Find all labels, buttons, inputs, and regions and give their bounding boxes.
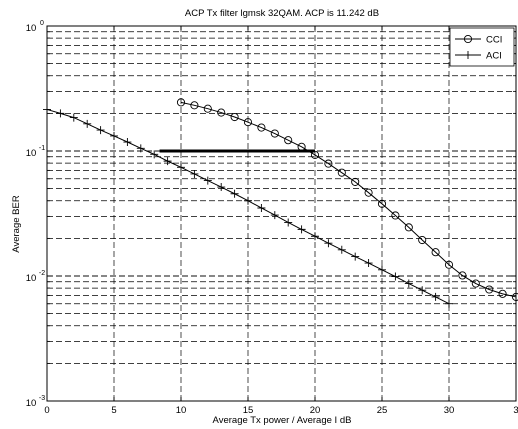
data-point-cci bbox=[243, 118, 253, 127]
data-point-aci bbox=[56, 109, 65, 118]
data-point-aci bbox=[311, 232, 319, 241]
y-tick-label-exponent: 0 bbox=[40, 20, 44, 27]
x-axis-label: Average Tx power / Average I dB bbox=[213, 415, 352, 426]
data-point-aci bbox=[270, 211, 279, 220]
data-point-cci bbox=[431, 248, 440, 257]
x-tick-label: 25 bbox=[377, 405, 388, 416]
data-point-aci bbox=[123, 138, 132, 147]
legend-marker-cci bbox=[463, 34, 473, 44]
y-tick-label-base: 10 bbox=[26, 23, 37, 34]
data-point-cci bbox=[230, 112, 239, 122]
plot-frame bbox=[46, 25, 517, 402]
data-point-aci bbox=[190, 169, 199, 178]
legend: CCI ACI bbox=[449, 27, 515, 67]
legend-box bbox=[449, 27, 515, 67]
data-point-aci bbox=[337, 245, 346, 254]
data-point-aci bbox=[378, 265, 386, 274]
chart-title: ACP Tx filter lgmsk 32QAM. ACP is 11.242… bbox=[185, 8, 379, 19]
data-point-aci bbox=[297, 225, 306, 234]
data-point-cci bbox=[471, 279, 480, 288]
data-point-cci bbox=[418, 235, 427, 245]
data-point-cci bbox=[190, 101, 199, 110]
y-tick-label-base: 10 bbox=[26, 273, 37, 284]
data-point-cci bbox=[458, 271, 467, 280]
data-point-aci bbox=[96, 126, 105, 135]
data-point-aci bbox=[69, 113, 78, 122]
data-point-aci bbox=[217, 183, 226, 192]
data-point-aci bbox=[43, 105, 51, 114]
data-point-cci bbox=[364, 188, 373, 197]
series-layer bbox=[43, 98, 518, 308]
y-tick-label-base: 10 bbox=[26, 398, 37, 409]
data-point-aci bbox=[324, 239, 333, 248]
legend-label-cci: CCI bbox=[486, 35, 502, 46]
grid bbox=[47, 26, 516, 401]
y-tick-label-base: 10 bbox=[26, 148, 37, 159]
data-point-aci bbox=[404, 279, 413, 288]
x-tick-label: 10 bbox=[176, 405, 187, 416]
data-point-cci bbox=[203, 104, 212, 113]
data-point-aci bbox=[364, 259, 373, 268]
data-point-cci bbox=[351, 177, 360, 186]
x-tick-label: 20 bbox=[310, 405, 321, 416]
data-point-cci bbox=[337, 168, 346, 177]
data-point-aci bbox=[284, 218, 293, 227]
x-tick-label: 30 bbox=[444, 405, 455, 416]
data-point-aci bbox=[110, 131, 118, 140]
data-point-cci bbox=[284, 136, 293, 145]
data-point-aci bbox=[391, 272, 400, 281]
y-axis-label: Average BER bbox=[11, 195, 22, 253]
data-point-cci bbox=[404, 223, 413, 232]
legend-marker-aci bbox=[464, 51, 472, 59]
plot-background bbox=[47, 26, 516, 401]
data-point-aci bbox=[445, 299, 453, 308]
data-point-aci bbox=[177, 163, 185, 172]
data-point-aci bbox=[244, 196, 252, 205]
data-point-cci bbox=[217, 108, 226, 117]
x-tick-label: 15 bbox=[243, 405, 254, 416]
data-point-aci bbox=[150, 150, 159, 159]
data-point-aci bbox=[230, 189, 239, 198]
x-tick-label: 5 bbox=[111, 405, 116, 416]
data-point-cci bbox=[377, 199, 387, 208]
legend-label-aci: ACI bbox=[486, 51, 502, 62]
data-point-cci bbox=[511, 292, 518, 301]
data-point-cci bbox=[270, 129, 279, 138]
x-tick-label: 3 bbox=[513, 405, 518, 416]
x-tick-label: 0 bbox=[44, 405, 49, 416]
data-point-cci bbox=[485, 285, 494, 294]
data-point-cci bbox=[297, 142, 306, 151]
data-point-cci bbox=[310, 150, 320, 159]
data-point-aci bbox=[163, 157, 172, 166]
data-point-cci bbox=[324, 159, 333, 168]
data-point-cci bbox=[444, 260, 454, 269]
data-point-aci bbox=[431, 292, 440, 301]
data-point-aci bbox=[83, 119, 92, 128]
data-point-aci bbox=[257, 203, 266, 212]
data-point-cci bbox=[176, 98, 186, 107]
data-point-cci bbox=[257, 123, 266, 132]
data-point-aci bbox=[136, 144, 145, 153]
series-line-cci bbox=[180, 101, 517, 298]
y-tick-label-exponent: -3 bbox=[39, 395, 45, 402]
data-point-cci bbox=[498, 289, 507, 298]
y-tick-label-exponent: -2 bbox=[39, 270, 45, 277]
data-point-aci bbox=[351, 252, 360, 261]
data-point-aci bbox=[203, 176, 212, 185]
data-point-aci bbox=[418, 286, 427, 295]
y-tick-label-exponent: -1 bbox=[39, 145, 45, 152]
data-point-cci bbox=[391, 211, 400, 220]
